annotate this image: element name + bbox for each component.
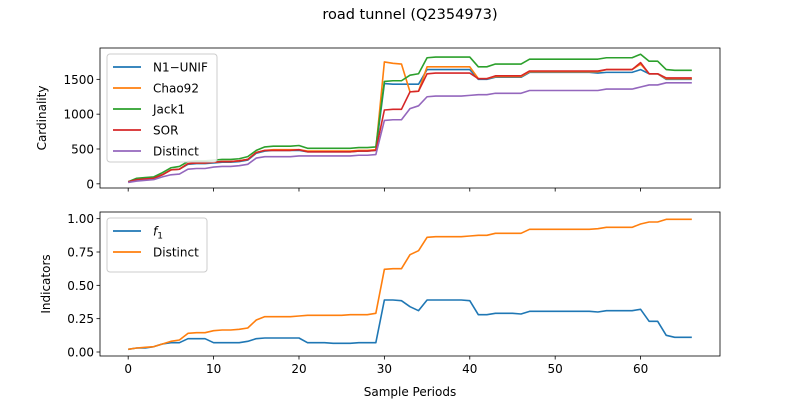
y-tick-label: 0 <box>86 177 94 191</box>
legend: f1 Distinct <box>106 217 208 273</box>
y-axis-label: Cardinality <box>35 86 49 151</box>
y-tick-label: 1.00 <box>67 212 94 226</box>
legend: N1−UNIF Chao92 Jack1 SOR Distinct <box>106 53 218 163</box>
x-tick-label: 50 <box>548 362 563 376</box>
legend-label: Jack1 <box>152 103 185 117</box>
series-line <box>128 82 692 184</box>
legend-label: Chao92 <box>153 82 199 96</box>
y-tick-label: 0.75 <box>67 246 94 260</box>
y-axis-label: Indicators <box>39 254 53 313</box>
y-tick-label: 1500 <box>63 73 94 87</box>
x-tick-label: 30 <box>377 362 392 376</box>
series-line <box>127 53 692 183</box>
series-line <box>128 299 692 351</box>
figure-title: road tunnel (Q2354973) <box>322 7 497 23</box>
cardinality-panel: 0 500 1000 1500 Cardinality N1−UNIF Chao92 Jack… <box>35 47 721 192</box>
x-tick-label: 60 <box>633 362 648 376</box>
y-tick-label: 0.00 <box>67 346 94 360</box>
x-tick-label: 40 <box>462 362 477 376</box>
x-tick-label: 10 <box>206 362 221 376</box>
y-tick-label: 500 <box>71 142 94 156</box>
legend-label: SOR <box>153 124 178 138</box>
x-tick-label: 20 <box>291 362 306 376</box>
legend-label: Distinct <box>153 246 199 260</box>
legend-label: N1−UNIF <box>153 61 208 75</box>
legend-label: f1 <box>153 225 163 242</box>
axes-frame <box>99 47 721 189</box>
legend-box <box>106 53 218 163</box>
indicators-panel: 0 10 20 30 40 50 60 0.00 0.25 0.50 0.75 1.00 Indicat… <box>39 211 721 399</box>
x-axis-label: Sample Periods <box>364 385 456 399</box>
y-tick-label: 1000 <box>63 108 94 122</box>
series-line <box>127 61 692 183</box>
series-line <box>128 218 692 351</box>
y-tick-label: 0.25 <box>67 312 94 326</box>
legend-label-base: f <box>153 225 159 239</box>
legend-label: Distinct <box>153 145 199 159</box>
y-tick-label: 0.50 <box>67 279 94 293</box>
x-tick-label: 0 <box>124 362 132 376</box>
legend-label-sub: 1 <box>157 232 163 242</box>
axes-frame <box>99 211 721 357</box>
